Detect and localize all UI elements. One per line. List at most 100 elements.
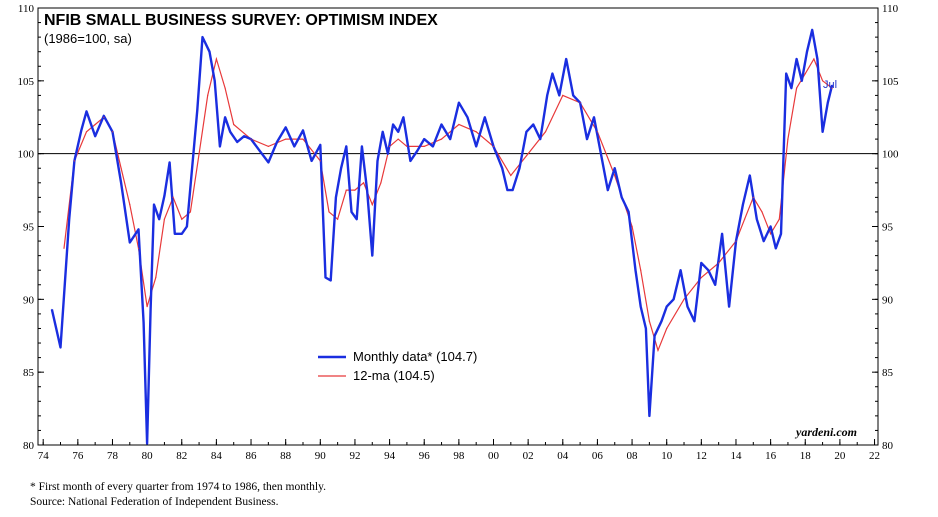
data-point-monthly	[259, 150, 261, 152]
x-tick-label: 94	[384, 450, 396, 462]
x-tick-label: 08	[627, 450, 639, 462]
data-point-monthly	[402, 116, 404, 118]
y-tick-label-left: 85	[23, 367, 35, 379]
data-point-ma	[752, 196, 754, 198]
data-point-monthly	[756, 218, 758, 220]
data-point-monthly	[440, 123, 443, 126]
chart-subtitle: (1986=100, sa)	[44, 31, 132, 46]
data-point-monthly	[143, 322, 145, 324]
data-point-ma	[163, 218, 165, 220]
data-point-monthly	[319, 144, 321, 146]
data-point-monthly	[208, 51, 211, 53]
plot-frame	[37, 7, 879, 446]
data-point-ma	[354, 189, 356, 191]
data-point-monthly	[763, 240, 765, 242]
data-point-monthly	[558, 94, 560, 96]
data-point-monthly	[120, 182, 122, 184]
data-point-monthly	[80, 129, 82, 131]
data-point-ma	[822, 80, 824, 82]
data-point-monthly	[276, 141, 278, 143]
data-point-monthly	[506, 189, 508, 191]
data-point-ma	[267, 145, 269, 147]
data-point-ma	[640, 269, 642, 271]
data-point-monthly	[432, 145, 434, 147]
data-point-monthly	[673, 298, 675, 300]
data-point-ma	[328, 211, 330, 213]
data-point-monthly	[742, 204, 744, 206]
data-point-monthly	[243, 135, 245, 137]
x-tick-label: 80	[142, 450, 154, 462]
data-point-monthly	[449, 138, 451, 140]
data-point-monthly	[796, 58, 798, 60]
data-point-ma	[813, 58, 815, 60]
data-point-monthly	[169, 161, 171, 163]
data-point-ma	[700, 276, 702, 279]
data-point-ma	[492, 145, 495, 147]
y-tick-label-left: 90	[23, 294, 35, 306]
data-point-ma	[787, 138, 789, 140]
y-tick-label-right: 110	[882, 3, 899, 15]
data-point-monthly	[775, 247, 777, 249]
data-point-ma	[155, 276, 157, 279]
data-point-monthly	[621, 196, 623, 198]
data-point-ma	[137, 247, 140, 249]
data-point-monthly	[285, 126, 287, 128]
data-point-monthly	[628, 211, 630, 213]
data-point-monthly	[181, 233, 183, 235]
data-point-ma	[111, 131, 114, 133]
y-tick-label-right: 85	[882, 367, 894, 379]
data-point-monthly	[666, 306, 668, 308]
data-point-monthly	[201, 36, 204, 38]
data-point-ma	[770, 233, 772, 235]
y-tick-label-left: 100	[18, 149, 35, 161]
footnote-asterisk: * First month of every quarter from 1974…	[30, 481, 326, 493]
data-point-monthly	[686, 306, 689, 308]
data-point-ma	[744, 218, 746, 220]
data-point-monthly	[330, 279, 332, 281]
data-point-ma	[371, 204, 373, 206]
data-point-monthly	[371, 255, 373, 257]
data-point-ma	[648, 320, 651, 322]
data-point-monthly	[660, 320, 663, 322]
legend-label-ma: 12-ma (104.5)	[353, 368, 435, 383]
data-point-ma	[63, 247, 65, 249]
footnote-source: Source: National Federation of Independe…	[30, 496, 279, 508]
data-point-ma	[796, 87, 798, 89]
data-point-monthly	[525, 131, 528, 133]
data-point-monthly	[501, 167, 503, 169]
x-tick-label: 02	[523, 450, 534, 462]
data-point-monthly	[654, 335, 656, 337]
end-label-jul: Jul	[823, 79, 837, 91]
data-point-ma	[233, 123, 235, 126]
y-tick-label-right: 100	[882, 149, 899, 161]
data-point-ma	[831, 87, 833, 89]
data-point-monthly	[634, 269, 637, 271]
data-point-ma	[181, 218, 183, 220]
data-point-ma	[73, 160, 75, 162]
data-point-monthly	[607, 189, 609, 191]
x-tick-label: 82	[176, 450, 187, 462]
x-tick-label: 74	[38, 450, 50, 462]
data-point-ma	[475, 131, 477, 133]
data-point-monthly	[721, 233, 723, 235]
data-point-monthly	[458, 102, 460, 104]
x-tick-label: 18	[800, 450, 812, 462]
data-point-ma	[406, 145, 408, 147]
data-point-ma	[363, 182, 365, 184]
data-point-monthly	[324, 276, 327, 279]
data-point-monthly	[158, 218, 160, 220]
data-point-monthly	[827, 102, 829, 104]
y-tick-label-left: 105	[18, 76, 35, 88]
series-ma-line	[63, 56, 833, 353]
data-point-monthly	[293, 145, 295, 147]
data-point-ma	[778, 218, 780, 220]
data-point-monthly	[229, 131, 231, 133]
data-point-ma	[544, 131, 547, 133]
data-point-monthly	[822, 131, 824, 133]
data-point-monthly	[475, 145, 477, 147]
data-point-ma	[337, 218, 339, 220]
data-point-ma	[380, 182, 382, 184]
x-tick-label: 04	[557, 450, 569, 462]
data-point-ma	[683, 298, 685, 300]
